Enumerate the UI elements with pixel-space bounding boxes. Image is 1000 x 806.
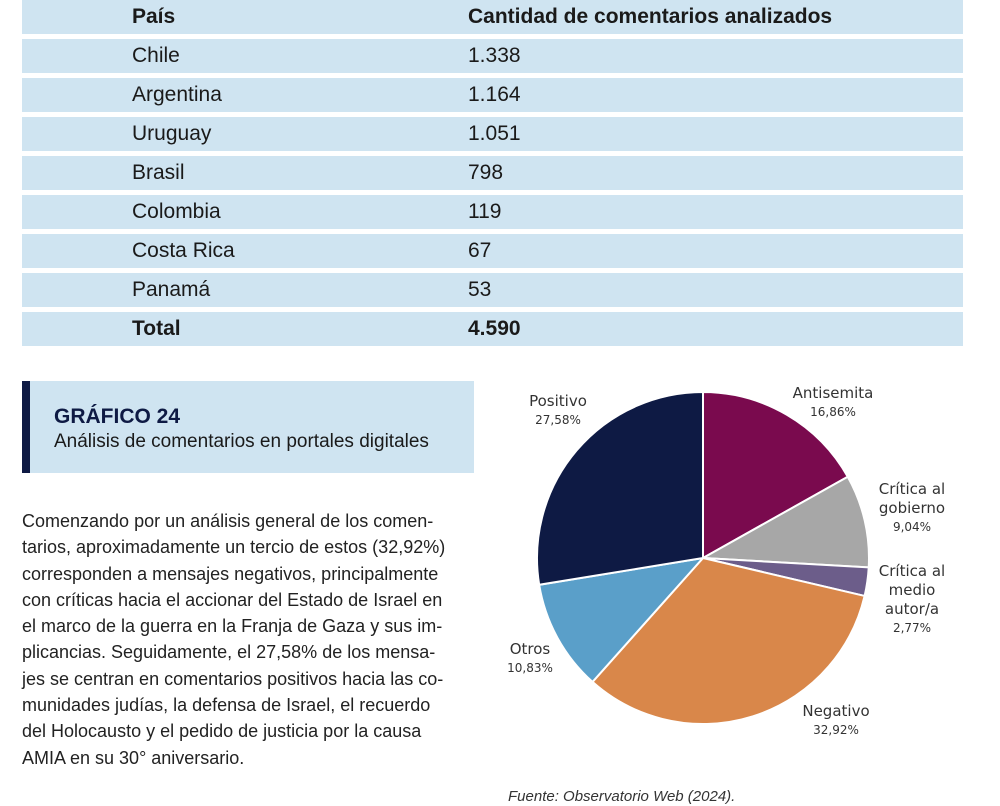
row-count: 67 [468,239,492,262]
row-country: Brasil [132,161,185,184]
row-country: Colombia [132,200,221,223]
total-label: Total [132,317,181,340]
pie-slice-cr-tica-al-gobierno [699,475,870,569]
body-paragraph: Comenzando por un análisis general de lo… [22,508,480,771]
slice-label: Positivo [529,392,587,410]
country-table: País Cantidad de comentarios analizados … [22,0,963,351]
slice-label: gobierno [879,499,945,517]
slice-label: Negativo [802,702,869,720]
table-row: Argentina 1.164 [22,78,963,112]
table-row: Colombia 119 [22,195,963,229]
row-country: Costa Rica [132,239,235,262]
slice-value-label: 9,04% [893,520,931,534]
pie-slice-otros [538,556,706,684]
row-country: Chile [132,44,180,67]
figure-number: GRÁFICO 24 [54,405,181,428]
paragraph-line: AMIA en su 30° aniversario. [22,747,245,768]
pie-slice-positivo [536,390,704,586]
slice-label: Otros [510,640,551,658]
table-total-row: Total 4.590 [22,312,963,346]
paragraph-line: tarios, aproximadamente un tercio de est… [22,537,446,558]
row-count: 1.338 [468,44,521,67]
total-value: 4.590 [468,317,521,340]
table-row: Panamá 53 [22,273,963,307]
header-country: País [132,5,176,28]
figure-title: Análisis de comentarios en portales digi… [54,431,429,452]
header-count: Cantidad de comentarios analizados [468,5,833,28]
slice-value-label: 16,86% [810,405,856,419]
paragraph-line: del Holocausto y el pedido de justicia p… [22,721,422,742]
slice-label: Crítica al [879,480,945,498]
source-note: Fuente: Observatorio Web (2024). [508,788,736,805]
table-row: Uruguay 1.051 [22,117,963,151]
slice-label: Antisemita [793,384,874,402]
row-count: 1.051 [468,122,521,145]
pie-slice-negativo [591,556,866,725]
paragraph-line: jes se centran en comentarios positivos … [22,668,444,689]
slice-value-label: 32,92% [813,723,859,737]
paragraph-line: plicancias. Seguidamente, el 27,58% de l… [22,642,436,663]
slice-value-label: 2,77% [893,621,931,635]
row-country: Uruguay [132,122,212,145]
row-country: Panamá [132,278,211,301]
row-count: 1.164 [468,83,521,106]
row-count: 53 [468,278,492,301]
paragraph-line: munidades judías, la defensa de Israel, … [22,695,431,716]
slice-label: autor/a [885,600,939,618]
table-row: Costa Rica 67 [22,234,963,268]
paragraph-line: con críticas hacia el accionar del Estad… [22,589,443,610]
figure-caption-box: GRÁFICO 24 Análisis de comentarios en po… [22,381,474,473]
row-country: Argentina [132,83,222,106]
row-count: 798 [468,161,504,184]
slice-value-label: 10,83% [507,661,553,675]
slice-label: medio [889,581,936,599]
paragraph-line: el marco de la guerra en la Franja de Ga… [22,616,443,637]
table-row: Chile 1.338 [22,39,963,73]
paragraph-line: corresponden a mensajes negativos, princ… [22,563,439,584]
slice-label: Crítica al [879,562,945,580]
table-header-row: País Cantidad de comentarios analizados [22,0,963,34]
row-count: 119 [468,200,502,223]
pie-slice-antisemita [702,390,850,560]
paragraph-line: Comenzando por un análisis general de lo… [22,511,434,531]
slice-value-label: 27,58% [535,413,581,427]
table-row: Brasil 798 [22,156,963,190]
